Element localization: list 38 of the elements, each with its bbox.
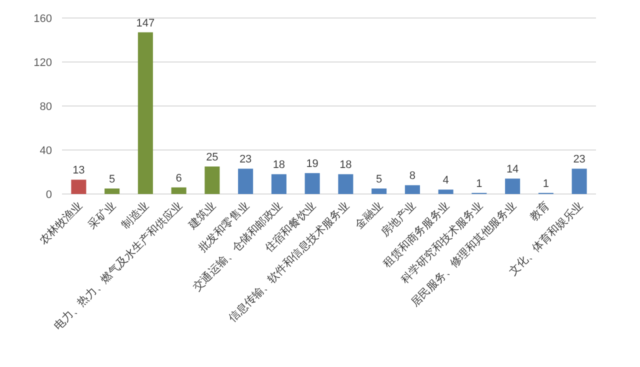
bar (438, 190, 454, 194)
bar (271, 174, 286, 194)
data-label: 147 (136, 17, 155, 30)
bar (338, 174, 354, 194)
x-tick-label: 采矿业 (86, 198, 118, 232)
y-tick-label: 0 (46, 189, 52, 201)
data-label: 25 (206, 152, 218, 164)
data-label: 4 (442, 174, 449, 187)
data-label: 5 (376, 174, 382, 186)
bar (572, 168, 587, 194)
data-label: 5 (109, 174, 116, 186)
bar (204, 166, 220, 194)
bar (171, 187, 186, 194)
data-label: 18 (340, 159, 352, 172)
data-label: 14 (506, 164, 519, 176)
bar (304, 173, 320, 194)
y-tick-label: 40 (40, 145, 52, 157)
y-tick-label: 120 (34, 57, 52, 69)
data-label: 8 (409, 170, 416, 182)
bar (71, 180, 86, 194)
x-tick-label: 教育 (527, 198, 552, 224)
y-tick-label: 160 (34, 13, 52, 25)
data-label: 23 (239, 154, 252, 166)
data-label: 18 (272, 159, 286, 172)
bar (404, 185, 420, 194)
data-label: 23 (573, 154, 586, 166)
bar (138, 32, 153, 194)
y-tick-label: 80 (40, 101, 52, 113)
bar (104, 188, 120, 194)
data-label: 6 (176, 172, 182, 184)
x-tick-label: 农林牧渔业 (36, 198, 85, 248)
bar (238, 168, 254, 194)
bar (372, 188, 387, 194)
data-label: 19 (306, 158, 318, 170)
data-label: 13 (72, 164, 85, 177)
bar (505, 178, 520, 194)
data-label: 1 (476, 178, 482, 190)
data-label: 1 (542, 178, 549, 190)
